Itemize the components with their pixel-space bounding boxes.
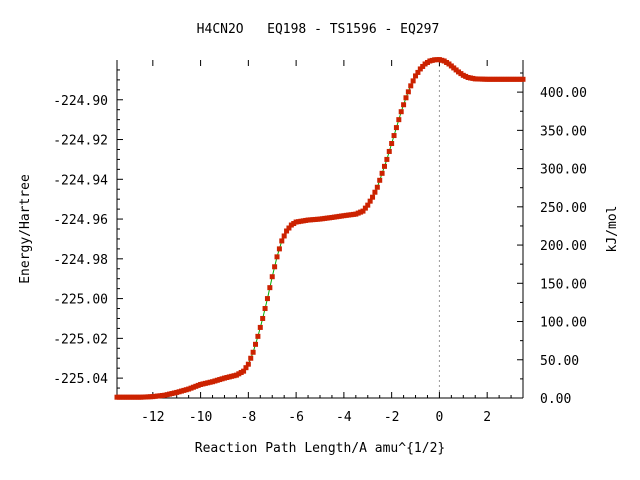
data-point: [374, 184, 380, 190]
y-tick-label: -225.02: [53, 332, 108, 347]
data-point: [248, 355, 254, 361]
data-point: [370, 194, 376, 200]
data-point: [413, 73, 419, 79]
y-tick-labels: -224.90 -224.92 -224.94 -224.96 -224.98 -225.…: [53, 94, 108, 387]
y2-tick-label: 100.00: [540, 316, 587, 331]
data-point: [255, 333, 261, 339]
x-tick-label: 0: [435, 410, 443, 425]
data-point: [391, 133, 397, 139]
y2-axis-label: kJ/mol: [605, 206, 620, 253]
data-point: [250, 349, 256, 355]
data-point: [253, 341, 259, 347]
y2-tick-label: 400.00: [540, 86, 587, 101]
y-tick-label: -224.94: [53, 173, 108, 188]
y-tick-label: -224.90: [53, 94, 108, 109]
data-point: [410, 78, 416, 84]
data-point: [408, 83, 414, 89]
y-tick-label: -225.00: [53, 293, 108, 308]
data-point: [367, 198, 373, 204]
x-tick-label: 2: [483, 410, 491, 425]
x-tick-labels: -12 -10 -8 -6 -4 -2 0 2: [141, 410, 491, 425]
data-point: [386, 148, 392, 154]
y2-tick-label: 200.00: [540, 239, 587, 254]
y-axis-label: Energy/Hartree: [18, 174, 33, 284]
chart-title: H4CN2O EQ198 - TS1596 - EQ297: [197, 22, 440, 37]
y-tick-label: -224.96: [53, 213, 108, 228]
energy-series-points: [114, 57, 526, 400]
data-point: [264, 296, 270, 302]
data-point: [362, 205, 368, 211]
x-tick-label: -8: [241, 410, 257, 425]
data-point: [403, 95, 409, 101]
data-point: [284, 228, 290, 234]
data-point: [396, 117, 402, 123]
data-point: [241, 368, 247, 374]
data-point: [398, 109, 404, 115]
data-point: [393, 125, 399, 131]
x-tick-label: -10: [189, 410, 212, 425]
data-point: [379, 170, 385, 176]
x-tick-label: -6: [288, 410, 304, 425]
y-tick-label: -224.92: [53, 134, 108, 149]
data-point: [365, 202, 371, 208]
x-axis-label: Reaction Path Length/A amu^{1/2}: [195, 441, 445, 456]
data-point: [274, 254, 280, 260]
x-tick-label: -4: [336, 410, 352, 425]
data-point: [269, 274, 275, 280]
data-point: [286, 225, 292, 231]
data-point: [267, 285, 273, 291]
y2-tick-label: 50.00: [540, 354, 579, 369]
y2-tick-label: 150.00: [540, 277, 587, 292]
x-tick-label: -2: [384, 410, 400, 425]
data-point: [243, 365, 249, 371]
data-point: [372, 189, 378, 195]
data-point: [245, 361, 251, 367]
y2-tick-label: 300.00: [540, 163, 587, 178]
data-point: [257, 324, 263, 330]
y2-tick-label: 0.00: [540, 392, 571, 407]
data-point: [415, 69, 421, 75]
data-point: [276, 246, 282, 252]
data-point: [520, 76, 526, 82]
data-point: [262, 306, 268, 312]
data-point: [272, 264, 278, 270]
data-point: [401, 102, 407, 108]
data-point: [405, 89, 411, 95]
data-point: [360, 208, 366, 214]
data-point: [281, 233, 287, 239]
y2-tick-label: 350.00: [540, 124, 587, 139]
y-tick-label: -225.04: [53, 372, 108, 387]
data-point: [279, 238, 285, 244]
x-tick-label: -12: [141, 410, 164, 425]
y2-tick-labels: 400.00 350.00 300.00 250.00 200.00 150.00 100.…: [540, 86, 587, 407]
data-point: [384, 156, 390, 162]
data-point: [389, 141, 395, 147]
data-point: [377, 177, 383, 183]
data-point: [381, 163, 387, 169]
y-tick-label: -224.98: [53, 253, 108, 268]
data-point: [260, 315, 266, 321]
y2-tick-label: 250.00: [540, 201, 587, 216]
